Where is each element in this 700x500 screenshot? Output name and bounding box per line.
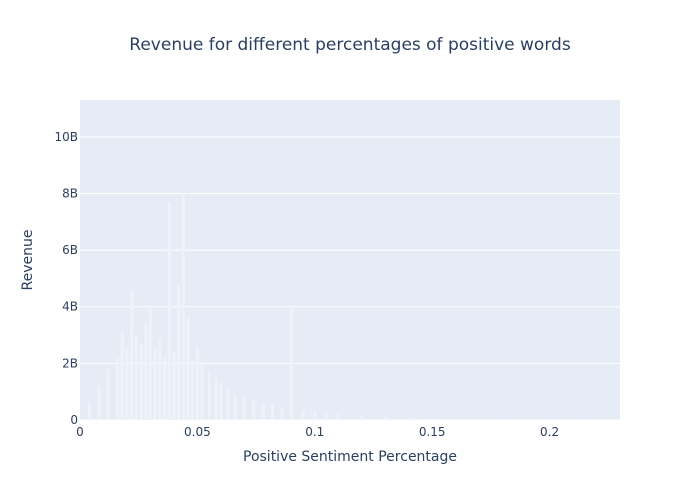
bar xyxy=(233,394,237,420)
bar xyxy=(242,397,246,420)
bar xyxy=(214,377,218,420)
bar xyxy=(106,369,110,420)
bar xyxy=(172,352,176,420)
y-axis-ticks: 0 2B 4B 6B 8B 10B xyxy=(54,130,78,427)
y-tick-label: 8B xyxy=(62,186,78,200)
bar xyxy=(430,417,434,420)
x-tick-label: 0.1 xyxy=(305,425,324,439)
bar xyxy=(130,289,134,420)
bar xyxy=(271,404,275,420)
bar xyxy=(301,410,305,420)
bar xyxy=(583,419,587,420)
bar xyxy=(167,201,171,420)
bar xyxy=(280,407,284,420)
x-tick-label: 0 xyxy=(76,425,84,439)
bar xyxy=(153,346,157,420)
bar xyxy=(97,386,101,420)
bar xyxy=(226,388,230,420)
bar xyxy=(144,323,148,420)
bar xyxy=(261,403,265,420)
bar xyxy=(219,383,223,420)
x-tick-label: 0.2 xyxy=(540,425,559,439)
bar xyxy=(134,335,138,420)
y-tick-label: 2B xyxy=(62,356,78,370)
bar xyxy=(191,360,195,420)
bar xyxy=(501,418,505,420)
bar xyxy=(186,318,190,420)
y-tick-label: 0 xyxy=(70,413,78,427)
bar xyxy=(195,346,199,420)
bar xyxy=(148,306,152,420)
bar xyxy=(383,416,387,420)
y-axis-title: Revenue xyxy=(20,230,36,291)
y-tick-label: 6B xyxy=(62,243,78,257)
bar xyxy=(407,417,411,420)
bar xyxy=(139,343,143,420)
bar xyxy=(313,411,317,420)
bar xyxy=(289,306,293,420)
bar xyxy=(158,337,162,420)
bar xyxy=(120,332,124,420)
x-axis-ticks: 0 0.05 0.1 0.15 0.2 xyxy=(76,425,559,439)
bar-series xyxy=(87,193,587,420)
bar xyxy=(252,400,256,420)
x-tick-label: 0.15 xyxy=(419,425,446,439)
bar xyxy=(177,284,181,420)
bar xyxy=(207,371,211,420)
bar xyxy=(181,193,185,420)
bar xyxy=(116,357,120,420)
y-tick-label: 10B xyxy=(54,130,78,144)
bar xyxy=(548,418,552,420)
y-tick-label: 4B xyxy=(62,300,78,314)
bar xyxy=(336,414,340,420)
bar xyxy=(325,412,329,420)
x-axis-title: Positive Sentiment Percentage xyxy=(243,449,457,465)
bar xyxy=(465,418,469,420)
bar xyxy=(200,363,204,420)
x-tick-label: 0.05 xyxy=(184,425,211,439)
bar xyxy=(87,403,91,420)
bar xyxy=(163,357,167,420)
chart-title: Revenue for different percentages of pos… xyxy=(129,35,571,55)
bar xyxy=(360,415,364,420)
bar xyxy=(125,349,129,420)
